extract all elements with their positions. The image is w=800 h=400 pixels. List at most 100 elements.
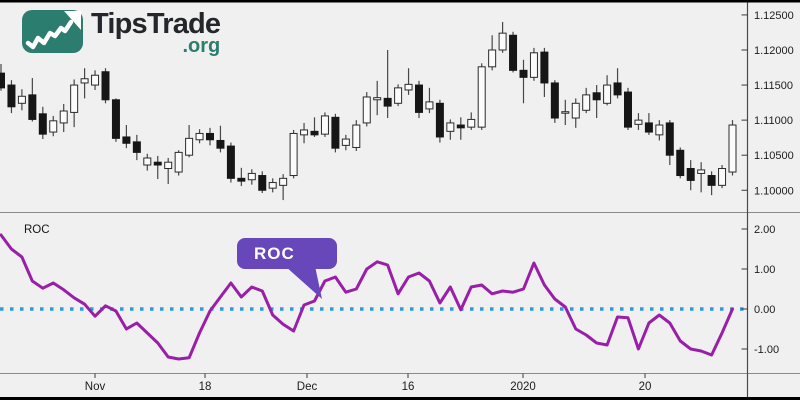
- candle-body: [488, 49, 497, 68]
- candle-body: [655, 124, 664, 136]
- candle-body: [70, 84, 79, 113]
- candle-body: [592, 92, 601, 101]
- candle-body: [613, 82, 622, 96]
- candle-body: [300, 129, 309, 136]
- candle-body: [331, 116, 340, 149]
- price-tick-label: 1.11000: [754, 115, 793, 127]
- candle-body: [394, 87, 403, 104]
- roc-callout: ROC: [237, 238, 337, 269]
- candle-body: [153, 161, 162, 166]
- brand-logo: TipsTrade .org: [22, 8, 221, 58]
- candle-body: [289, 132, 298, 177]
- candle-body: [707, 175, 716, 186]
- candle-body: [226, 145, 235, 179]
- window-bottom-bar: [0, 397, 800, 400]
- candle-body: [164, 161, 173, 170]
- candle-body: [310, 130, 319, 136]
- candle-body: [373, 97, 382, 101]
- candle-body: [561, 111, 570, 114]
- roc-axis: 2.00 1.00 0.00 -1.00: [741, 224, 779, 356]
- candle-body: [697, 169, 706, 174]
- candlestick-series: [0, 21, 737, 201]
- candle-body: [49, 120, 58, 133]
- roc-tick-label: 1.00: [754, 264, 775, 276]
- candle-body: [17, 95, 26, 104]
- candle-body: [206, 132, 214, 141]
- candle-body: [258, 175, 267, 191]
- candle-body: [665, 122, 674, 156]
- price-tick-label: 1.10500: [754, 150, 794, 162]
- candle-body: [185, 137, 194, 156]
- candle-body: [111, 99, 120, 139]
- time-tick-label: 20: [639, 381, 652, 393]
- candle-body: [352, 124, 361, 148]
- candle-body: [550, 82, 559, 119]
- trend-chart-icon: [22, 10, 83, 53]
- window-top-bar: [0, 0, 800, 3]
- candle-body: [540, 51, 549, 84]
- candle-body: [467, 118, 476, 128]
- candle-body: [59, 110, 68, 124]
- roc-line: [0, 233, 734, 361]
- candle-body: [101, 71, 110, 101]
- roc-callout-text: ROC: [254, 243, 295, 263]
- roc-callout-tail: [285, 266, 322, 299]
- price-tick-label: 1.12000: [754, 45, 794, 57]
- roc-tick-label: 0.00: [754, 304, 775, 316]
- candle-body: [644, 122, 653, 133]
- candle-body: [7, 84, 16, 108]
- candle-body: [624, 91, 632, 128]
- candle-body: [529, 52, 538, 78]
- candle-body: [279, 177, 288, 186]
- candle-body: [676, 149, 685, 177]
- time-tick-label: 2020: [510, 381, 536, 393]
- candle-body: [0, 72, 5, 89]
- brand-wordmark: TipsTrade .org: [91, 8, 221, 58]
- candle-body: [247, 172, 256, 181]
- candle-body: [237, 177, 246, 182]
- candle-body: [341, 138, 350, 146]
- candle-body: [728, 124, 737, 173]
- candle-body: [268, 182, 277, 189]
- time-tick-label: Nov: [85, 381, 106, 393]
- candle-body: [446, 122, 455, 132]
- indicator-pane-label: ROC: [24, 224, 50, 236]
- candle-body: [216, 139, 225, 149]
- candle-body: [362, 96, 371, 124]
- candle-body: [686, 168, 695, 181]
- candle-body: [603, 84, 612, 104]
- candle-body: [435, 102, 444, 138]
- candle-body: [174, 151, 183, 173]
- candle-body: [91, 74, 100, 86]
- candle-body: [80, 78, 89, 84]
- candle-body: [383, 97, 392, 107]
- candle-body: [582, 94, 591, 111]
- price-tick-label: 1.11500: [754, 80, 793, 92]
- roc-tick-label: -1.00: [754, 344, 779, 356]
- candle-body: [415, 84, 423, 113]
- roc-tick-label: 2.00: [754, 224, 775, 236]
- candle-body: [28, 94, 37, 120]
- time-tick-label: 18: [199, 381, 212, 393]
- time-tick-label: Dec: [297, 381, 318, 393]
- price-tick-label: 1.10000: [754, 185, 794, 197]
- price-tick-label: 1.12500: [754, 10, 794, 22]
- candle-body: [498, 32, 507, 51]
- candle-body: [404, 83, 413, 91]
- candle-body: [718, 168, 727, 186]
- brand-tld: .org: [182, 35, 221, 58]
- candle-body: [477, 66, 486, 128]
- candle-body: [122, 136, 131, 144]
- candle-body: [634, 119, 643, 125]
- brand-name: TipsTrade: [91, 8, 221, 40]
- candle-body: [519, 69, 528, 78]
- time-axis: Nov 18 Dec 16 2020 20: [85, 373, 652, 393]
- candle-body: [456, 124, 465, 129]
- candle-body: [509, 34, 518, 71]
- candle-body: [195, 132, 204, 141]
- candle-body: [320, 115, 329, 135]
- candle-body: [425, 101, 434, 110]
